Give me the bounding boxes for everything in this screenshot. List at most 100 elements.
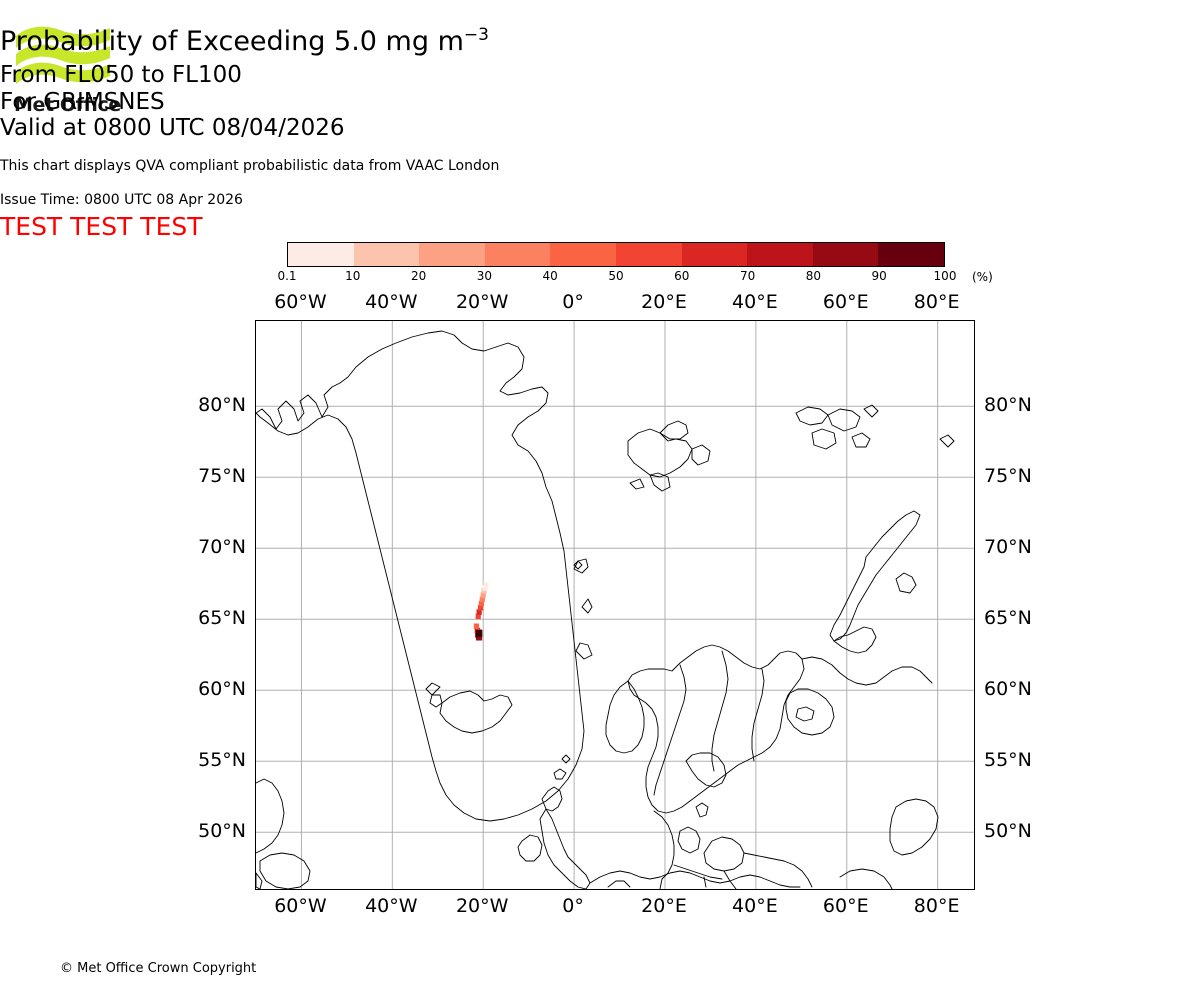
- white-sea: [785, 688, 835, 736]
- colorbar-tick-10: 10: [345, 269, 361, 283]
- svalbard-nordaustlandet: [691, 444, 711, 466]
- greenland-island-3: [575, 642, 593, 660]
- lon-tick-20°W: 20°W: [455, 895, 509, 917]
- shetland: [561, 754, 571, 764]
- gulf-of-bothnia: [685, 752, 727, 788]
- lon-tick-40°E: 40°E: [732, 895, 778, 917]
- volcano-source-cell: [475, 630, 483, 637]
- colorbar-segment-0: [288, 243, 354, 266]
- lat-tick-50°N: 50°N: [198, 820, 246, 843]
- greenland-island-2: [581, 598, 593, 614]
- colorbar-tick-70: 70: [739, 269, 756, 283]
- lat-tick-65°N: 65°N: [984, 607, 1032, 630]
- sweden-finland-border: [711, 650, 729, 772]
- ash-cell-8: [477, 605, 484, 611]
- map-plot-area[interactable]: [255, 320, 975, 890]
- met-office-logo-text: Met Office: [14, 94, 121, 116]
- baltic-island-oland: [695, 802, 709, 818]
- colorbar-segment-8: [812, 243, 879, 266]
- colorbar-segment-9: [878, 243, 944, 266]
- lat-tick-70°N: 70°N: [198, 536, 246, 559]
- franz-josef-island-2: [863, 404, 879, 418]
- lat-tick-65°N: 65°N: [198, 607, 246, 630]
- colorbar-tick-90: 90: [871, 269, 887, 283]
- lon-tick-40°W: 40°W: [365, 895, 418, 917]
- lat-tick-70°N: 70°N: [984, 536, 1032, 559]
- lat-tick-50°N: 50°N: [984, 820, 1032, 843]
- colorbar-segment-3: [484, 243, 551, 266]
- nova-scotia: [256, 872, 263, 889]
- colorbar-tick-30: 30: [476, 269, 493, 283]
- colorbar-segment-7: [747, 243, 813, 266]
- valid-time-subtitle: Valid at 0800 UTC 08/04/2026: [0, 115, 345, 141]
- ash-cell-13: [482, 585, 488, 591]
- finland-russia-border: [751, 668, 765, 762]
- page-title-text: Probability of Exceeding 5.0 mg m: [0, 26, 464, 57]
- newfoundland: [259, 852, 311, 889]
- lat-tick-80°N: 80°N: [984, 394, 1032, 417]
- bear-island: [629, 478, 645, 490]
- great-britain: [539, 808, 591, 889]
- map-gridlines: [256, 321, 974, 889]
- svalbard-north: [659, 420, 689, 440]
- colorbar-segment-6: [681, 243, 748, 266]
- europe-north-coast: [589, 870, 801, 888]
- svalbard-edgeoya: [649, 472, 671, 492]
- vaygach-island: [895, 572, 917, 594]
- lon-tick-0°: 0°: [562, 895, 584, 917]
- ash-cell-11: [480, 592, 486, 598]
- lon-tick-0°: 0°: [562, 291, 584, 313]
- franz-josef-island: [851, 432, 871, 448]
- novaya-zemlya-north: [829, 510, 921, 642]
- probability-colorbar: [287, 242, 945, 267]
- iceland-westfjords: [429, 694, 443, 708]
- map-canvas: [256, 321, 974, 889]
- franz-josef-land-west: [795, 406, 829, 426]
- lat-tick-75°N: 75°N: [984, 465, 1032, 488]
- lat-tick-60°N: 60°N: [198, 678, 246, 701]
- scandinavia-coastline: [627, 644, 805, 814]
- border-germany-poland: [673, 864, 723, 880]
- ireland: [517, 834, 543, 862]
- lon-tick-80°E: 80°E: [913, 291, 960, 313]
- norway-southwest: [605, 680, 645, 754]
- black-sea-north: [839, 868, 893, 889]
- estonia-latvia: [703, 836, 745, 872]
- colorbar-tick-60: 60: [674, 269, 690, 283]
- volcano-source-marker: [475, 630, 483, 637]
- lat-tick-80°N: 80°N: [198, 394, 246, 417]
- iceland-westfjords-2: [425, 682, 441, 696]
- faroe-islands: [553, 768, 567, 780]
- scotland-north: [541, 786, 563, 812]
- norway-sweden-border: [653, 664, 687, 796]
- svalbard-spitsbergen: [627, 428, 693, 478]
- franz-josef-land-south: [811, 428, 837, 450]
- ash-cell-7: [476, 609, 482, 615]
- colorbar-strip: [287, 242, 945, 267]
- lon-tick-40°W: 40°W: [365, 291, 418, 313]
- ash-cell-9: [478, 600, 484, 607]
- page-title: Probability of Exceeding 5.0 mg m−3: [0, 26, 1200, 58]
- colorbar-tick-100: 100: [933, 269, 957, 283]
- franz-josef-land-east: [827, 408, 861, 432]
- lon-tick-80°E: 80°E: [913, 895, 960, 917]
- colorbar-tick-labels: 0.1 10 20 30 40 50 60 70 80 90 100: [277, 269, 956, 287]
- ash-cell-5: [473, 623, 479, 630]
- colorbar-tick-0.1: 0.1: [277, 269, 297, 283]
- test-banner: TEST TEST TEST: [0, 212, 203, 241]
- border-poland-north: [703, 876, 707, 888]
- lat-tick-55°N: 55°N: [984, 749, 1032, 772]
- labrador-coast: [256, 778, 285, 854]
- lon-tick-60°E: 60°E: [822, 895, 869, 917]
- lon-tick-20°W: 20°W: [455, 291, 509, 313]
- denmark-jutland: [653, 810, 675, 880]
- arctic-island: [939, 434, 955, 448]
- volcano-name-subtitle: For GRIMSNES: [0, 89, 165, 115]
- page-title-exponent: −3: [463, 25, 489, 45]
- colorbar-segment-5: [615, 243, 682, 266]
- copyright-text: © Met Office Crown Copyright: [60, 961, 257, 976]
- ash-cell-10: [479, 596, 485, 603]
- lon-tick-60°W: 60°W: [274, 895, 327, 917]
- ash-cell-2: [476, 634, 483, 641]
- russia-arctic-coast: [801, 656, 933, 686]
